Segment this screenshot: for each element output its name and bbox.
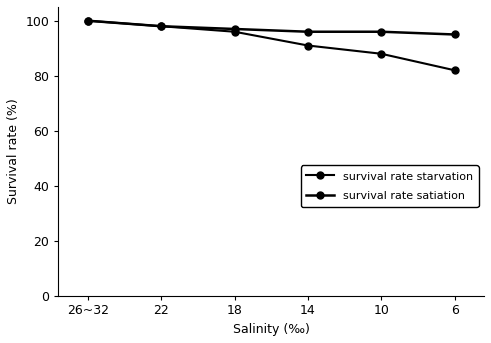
- survival rate starvation: [305, 44, 311, 48]
- X-axis label: Salinity (‰): Salinity (‰): [233, 323, 310, 336]
- survival rate satiation: [305, 30, 311, 34]
- survival rate satiation: [158, 24, 164, 28]
- survival rate satiation: [452, 33, 458, 37]
- survival rate satiation: [85, 19, 91, 23]
- survival rate starvation: [379, 52, 384, 56]
- survival rate starvation: [85, 19, 91, 23]
- survival rate starvation: [158, 24, 164, 28]
- Legend: survival rate starvation, survival rate satiation: survival rate starvation, survival rate …: [300, 165, 479, 207]
- survival rate satiation: [232, 27, 238, 31]
- survival rate starvation: [452, 68, 458, 72]
- Line: survival rate starvation: survival rate starvation: [84, 17, 458, 74]
- survival rate satiation: [379, 30, 384, 34]
- Y-axis label: Survival rate (%): Survival rate (%): [7, 99, 20, 204]
- Line: survival rate satiation: survival rate satiation: [84, 17, 458, 38]
- survival rate starvation: [232, 30, 238, 34]
